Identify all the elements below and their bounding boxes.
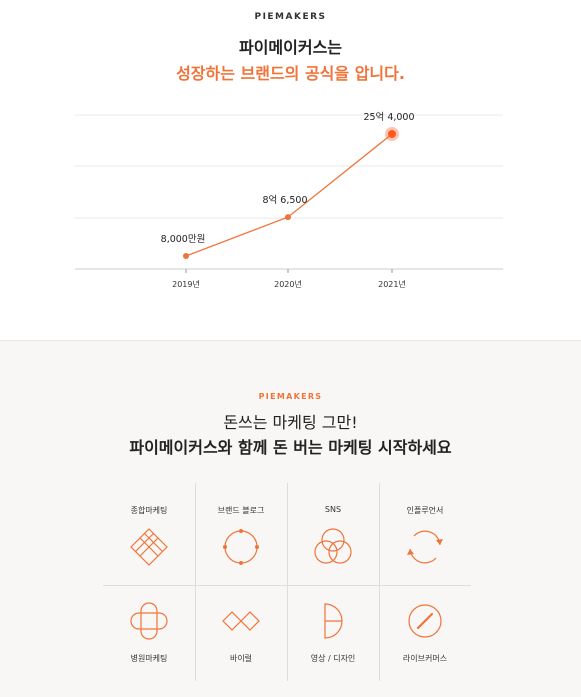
grid-divider-v1 <box>195 483 196 681</box>
data-point-3 <box>388 130 396 138</box>
service-label: 인플루언서 <box>406 506 444 515</box>
service-label: 병원마케팅 <box>130 654 168 663</box>
grid-divider-v3 <box>379 483 380 681</box>
service-item-live-commerce[interactable]: 라이브커머스 <box>379 585 471 684</box>
section-title-line1: 파이메이커스는 <box>238 38 343 57</box>
section-title-line2: 성장하는 브랜드의 공식을 압니다. <box>176 64 405 83</box>
service-label: 라이브커머스 <box>402 654 448 663</box>
service-label: 브랜드 블로그 <box>217 506 265 515</box>
service-item-brand-blog[interactable]: 브랜드 블로그 <box>195 483 287 582</box>
services-subtitle-line1: 돈쓰는 마케팅 그만! <box>223 413 358 432</box>
half-circle-icon <box>324 603 343 639</box>
growth-line-chart: 8,000만원 2019년 8억 6,500 2020년 25억 4,000 2021년 <box>75 111 503 289</box>
service-item-video-design[interactable]: 영상 / 디자인 <box>287 585 379 684</box>
service-label: SNS <box>324 505 342 514</box>
grid-divider-v2 <box>287 483 288 681</box>
service-item-hospital-marketing[interactable]: 병원마케팅 <box>103 585 195 684</box>
x-tick-label-2: 2020년 <box>274 279 302 289</box>
twin-diamonds-icon <box>222 611 260 631</box>
circle-dots-icon <box>223 529 259 565</box>
services-grid: 종합마케팅 브랜드 블로그 SNS <box>103 483 471 681</box>
data-label-1: 8,000만원 <box>161 234 206 245</box>
diamond-grid-icon <box>130 528 168 566</box>
brand-label: PIEMAKERS <box>254 12 327 22</box>
chart-marks: 8,000만원 2019년 8억 6,500 2020년 25억 4,000 2021년 <box>161 111 415 289</box>
circle-slash-icon <box>408 604 442 638</box>
grid-divider-h <box>103 585 471 586</box>
services-brand-label: PIEMAKERS <box>258 392 323 401</box>
data-label-3: 25억 4,000 <box>363 111 414 123</box>
service-item-viral[interactable]: 바이럴 <box>195 585 287 684</box>
services-subtitle-line2: 파이메이커스와 함께 돈 버는 마케팅 시작하세요 <box>129 438 452 457</box>
data-point-2 <box>285 214 291 221</box>
x-tick-label-3: 2021년 <box>378 279 406 289</box>
services-section <box>0 340 581 697</box>
x-tick-label-1: 2019년 <box>172 279 200 289</box>
circle-arrows-icon <box>407 530 443 564</box>
service-item-general-marketing[interactable]: 종합마케팅 <box>103 483 195 582</box>
data-label-2: 8억 6,500 <box>262 194 307 206</box>
service-label: 바이럴 <box>229 654 253 663</box>
growth-section: PIEMAKERS 파이메이커스는 성장하는 브랜드의 공식을 압니다. 8,0… <box>0 0 581 340</box>
data-point-1 <box>183 253 189 259</box>
service-item-sns[interactable]: SNS <box>287 483 379 582</box>
service-item-influencer[interactable]: 인플루언서 <box>379 483 471 582</box>
service-label: 영상 / 디자인 <box>310 654 356 663</box>
service-label: 종합마케팅 <box>130 506 168 515</box>
three-circles-icon <box>314 528 352 564</box>
rounded-cross-icon <box>130 602 168 640</box>
